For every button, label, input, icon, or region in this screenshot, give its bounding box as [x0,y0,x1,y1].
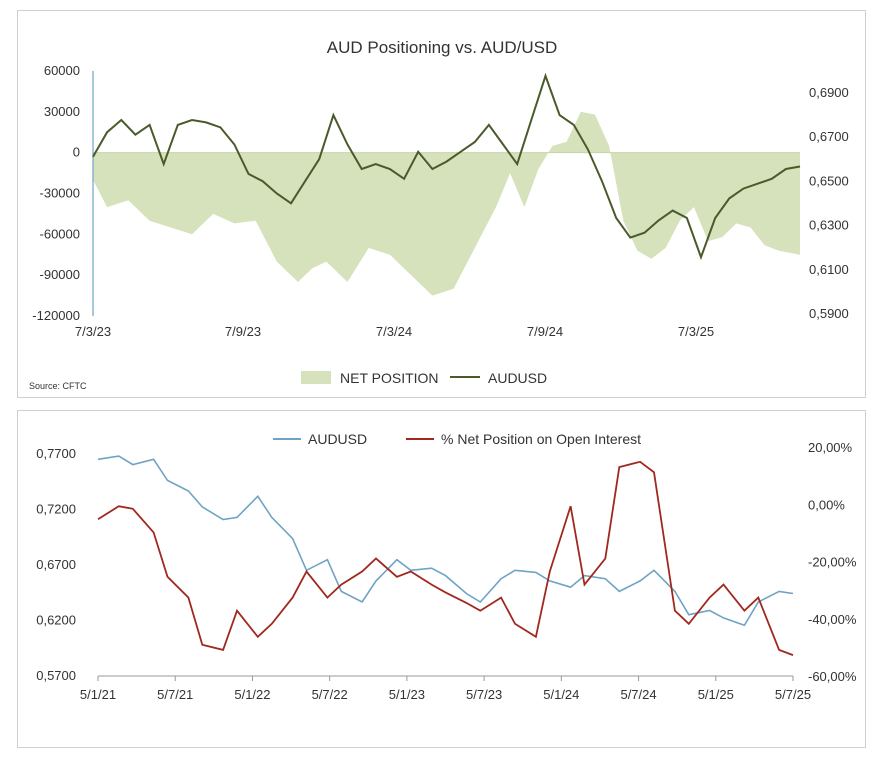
x-tick-label: 5/1/21 [80,687,116,702]
top-chart: AUD Positioning vs. AUD/USD 60000 30000 0 -… [29,38,849,391]
bottom-chart-panel: AUDUSD % Net Position on Open Interest 0… [17,410,866,748]
x-tick-label: 5/7/23 [466,687,502,702]
left-tick-label: 30000 [44,104,80,119]
top-chart-title: AUD Positioning vs. AUD/USD [327,38,558,57]
audusd-line [92,72,801,261]
net-position-area [93,111,800,296]
x-tick-label: 5/7/22 [312,687,348,702]
right-tick-label: 0,6900 [809,85,849,100]
legend-net-position-swatch [301,371,331,384]
pct-net-position-line [97,460,794,656]
x-tick-label: 7/9/24 [527,324,563,339]
x-tick-label: 5/1/24 [543,687,579,702]
x-tick-label: 7/9/23 [225,324,261,339]
right-tick-label: 0,00% [808,497,845,512]
left-tick-label: 0,6700 [36,557,76,572]
left-tick-label: 0,7700 [36,446,76,461]
left-tick-label: 0 [73,145,80,160]
x-tick-label: 7/3/24 [376,324,412,339]
x-tick-label: 5/7/25 [775,687,811,702]
x-tick-label: 5/1/25 [698,687,734,702]
audusd-line [97,455,794,627]
source-note: Source: CFTC [29,381,87,391]
right-tick-label: 0,5900 [809,306,849,321]
right-tick-label: 20,00% [808,440,853,455]
top-chart-panel: AUD Positioning vs. AUD/USD 60000 30000 0 -… [17,10,866,398]
x-tick-label: 5/1/22 [234,687,270,702]
legend-audusd-label: AUDUSD [488,370,547,386]
left-tick-label: -30000 [40,186,80,201]
x-tick-label: 7/3/25 [678,324,714,339]
right-tick-label: -40,00% [808,612,857,627]
right-tick-label: 0,6500 [809,173,849,188]
left-tick-label: -90000 [40,267,80,282]
right-tick-label: 0,6700 [809,129,849,144]
x-tick-label: 5/1/23 [389,687,425,702]
left-tick-label: 0,6200 [36,613,76,628]
left-tick-label: 0,7200 [36,502,76,517]
left-tick-label: 60000 [44,63,80,78]
legend-audusd-label: AUDUSD [308,431,367,447]
bottom-chart: AUDUSD % Net Position on Open Interest 0… [36,431,857,702]
x-tick-label: 5/7/21 [157,687,193,702]
left-tick-label: -120000 [32,308,80,323]
right-tick-label: -60,00% [808,669,857,684]
left-tick-label: 0,5700 [36,668,76,683]
x-tick-label: 5/7/24 [620,687,656,702]
right-tick-label: -20,00% [808,555,857,570]
legend-pct-label: % Net Position on Open Interest [441,431,641,447]
x-tick-label: 7/3/23 [75,324,111,339]
legend-net-position-label: NET POSITION [340,370,439,386]
left-tick-label: -60000 [40,226,80,241]
right-tick-label: 0,6100 [809,262,849,277]
right-tick-label: 0,6300 [809,218,849,233]
